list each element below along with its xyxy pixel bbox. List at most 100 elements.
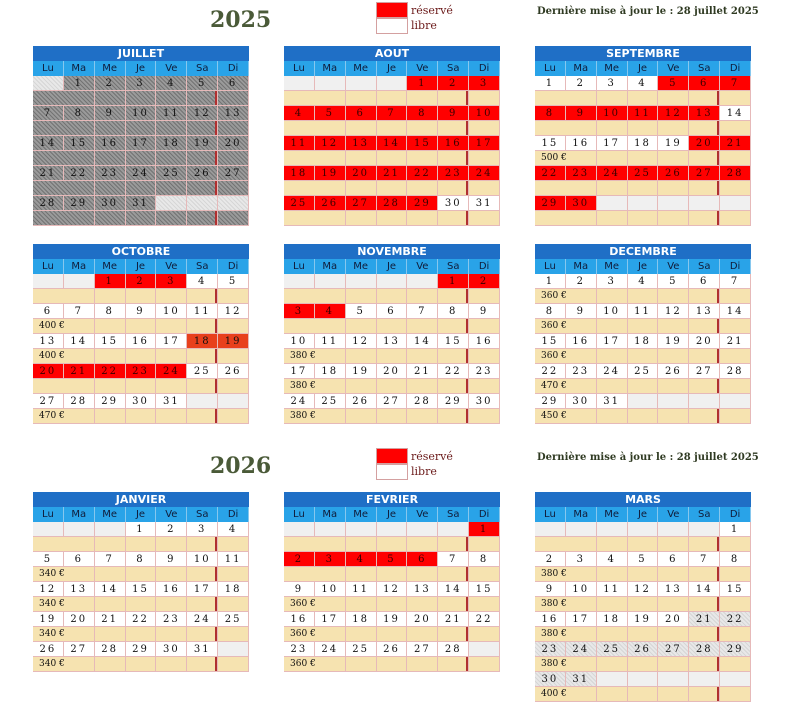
day-cell[interactable]: 21 bbox=[33, 166, 64, 181]
day-cell[interactable]: 13 bbox=[33, 334, 64, 349]
day-cell[interactable]: 23 bbox=[565, 166, 597, 181]
day-cell[interactable]: 21 bbox=[720, 334, 751, 349]
day-cell[interactable]: 28 bbox=[720, 166, 751, 181]
day-cell[interactable]: 14 bbox=[63, 334, 95, 349]
day-cell[interactable]: 18 bbox=[596, 612, 628, 627]
day-cell[interactable]: 11 bbox=[627, 106, 659, 121]
day-cell[interactable]: 1 bbox=[63, 76, 95, 91]
day-cell[interactable]: 24 bbox=[314, 642, 346, 657]
day-cell[interactable]: 3 bbox=[125, 76, 157, 91]
day-cell[interactable]: 20 bbox=[689, 334, 721, 349]
day-cell[interactable]: 23 bbox=[438, 166, 470, 181]
day-cell[interactable]: 28 bbox=[407, 394, 439, 409]
day-cell[interactable]: 3 bbox=[565, 552, 597, 567]
day-cell[interactable]: 17 bbox=[565, 612, 597, 627]
day-cell[interactable]: 15 bbox=[720, 582, 751, 597]
day-cell[interactable]: 9 bbox=[284, 582, 315, 597]
day-cell[interactable]: 5 bbox=[627, 552, 659, 567]
day-cell[interactable]: 29 bbox=[63, 196, 95, 211]
day-cell[interactable]: 4 bbox=[284, 106, 315, 121]
day-cell[interactable]: 28 bbox=[438, 642, 470, 657]
day-cell[interactable]: 11 bbox=[314, 334, 346, 349]
day-cell[interactable]: 24 bbox=[565, 642, 597, 657]
day-cell[interactable]: 21 bbox=[63, 364, 95, 379]
day-cell[interactable]: 30 bbox=[469, 394, 500, 409]
day-cell[interactable]: 14 bbox=[438, 582, 470, 597]
day-cell[interactable]: 16 bbox=[535, 612, 566, 627]
day-cell[interactable]: 14 bbox=[689, 582, 721, 597]
day-cell[interactable]: 15 bbox=[94, 334, 126, 349]
day-cell[interactable]: 10 bbox=[469, 106, 500, 121]
day-cell[interactable]: 26 bbox=[218, 364, 249, 379]
day-cell[interactable]: 27 bbox=[345, 196, 377, 211]
day-cell[interactable]: 5 bbox=[658, 76, 690, 91]
day-cell[interactable]: 2 bbox=[125, 274, 157, 289]
day-cell[interactable]: 21 bbox=[689, 612, 721, 627]
day-cell[interactable]: 13 bbox=[218, 106, 249, 121]
day-cell[interactable]: 8 bbox=[407, 106, 439, 121]
day-cell[interactable]: 4 bbox=[627, 76, 659, 91]
day-cell[interactable]: 19 bbox=[658, 136, 690, 151]
day-cell[interactable]: 10 bbox=[314, 582, 346, 597]
day-cell[interactable]: 24 bbox=[125, 166, 157, 181]
day-cell[interactable]: 4 bbox=[218, 522, 249, 537]
day-cell[interactable]: 7 bbox=[720, 76, 751, 91]
day-cell[interactable]: 2 bbox=[535, 552, 566, 567]
day-cell[interactable]: 15 bbox=[535, 334, 566, 349]
day-cell[interactable]: 23 bbox=[565, 364, 597, 379]
day-cell[interactable]: 6 bbox=[658, 552, 690, 567]
day-cell[interactable]: 9 bbox=[156, 552, 188, 567]
day-cell[interactable]: 6 bbox=[689, 274, 721, 289]
day-cell[interactable]: 25 bbox=[627, 166, 659, 181]
day-cell[interactable]: 21 bbox=[720, 136, 751, 151]
day-cell[interactable]: 3 bbox=[314, 552, 346, 567]
day-cell[interactable]: 12 bbox=[314, 136, 346, 151]
day-cell[interactable]: 14 bbox=[33, 136, 64, 151]
day-cell[interactable]: 22 bbox=[407, 166, 439, 181]
day-cell[interactable]: 13 bbox=[689, 304, 721, 319]
day-cell[interactable]: 16 bbox=[156, 582, 188, 597]
day-cell[interactable]: 20 bbox=[33, 364, 64, 379]
day-cell[interactable]: 22 bbox=[438, 364, 470, 379]
day-cell[interactable]: 7 bbox=[33, 106, 64, 121]
day-cell[interactable]: 31 bbox=[565, 672, 597, 687]
day-cell[interactable]: 19 bbox=[376, 612, 408, 627]
day-cell[interactable]: 26 bbox=[187, 166, 219, 181]
day-cell[interactable]: 25 bbox=[596, 642, 628, 657]
day-cell[interactable]: 12 bbox=[187, 106, 219, 121]
day-cell[interactable]: 26 bbox=[658, 166, 690, 181]
day-cell[interactable]: 16 bbox=[125, 334, 157, 349]
day-cell[interactable]: 2 bbox=[565, 76, 597, 91]
day-cell[interactable]: 20 bbox=[407, 612, 439, 627]
day-cell[interactable]: 26 bbox=[658, 364, 690, 379]
day-cell[interactable]: 10 bbox=[284, 334, 315, 349]
day-cell[interactable]: 14 bbox=[94, 582, 126, 597]
day-cell[interactable]: 23 bbox=[94, 166, 126, 181]
day-cell[interactable]: 17 bbox=[469, 136, 500, 151]
day-cell[interactable]: 28 bbox=[376, 196, 408, 211]
day-cell[interactable]: 18 bbox=[284, 166, 315, 181]
day-cell[interactable]: 13 bbox=[658, 582, 690, 597]
day-cell[interactable]: 20 bbox=[658, 612, 690, 627]
day-cell[interactable]: 6 bbox=[218, 76, 249, 91]
day-cell[interactable]: 31 bbox=[596, 394, 628, 409]
day-cell[interactable]: 15 bbox=[438, 334, 470, 349]
day-cell[interactable]: 29 bbox=[94, 394, 126, 409]
day-cell[interactable]: 6 bbox=[407, 552, 439, 567]
day-cell[interactable]: 7 bbox=[438, 552, 470, 567]
day-cell[interactable]: 28 bbox=[33, 196, 64, 211]
day-cell[interactable]: 30 bbox=[94, 196, 126, 211]
day-cell[interactable]: 10 bbox=[596, 304, 628, 319]
day-cell[interactable]: 6 bbox=[33, 304, 64, 319]
day-cell[interactable]: 6 bbox=[345, 106, 377, 121]
day-cell[interactable]: 14 bbox=[407, 334, 439, 349]
day-cell[interactable]: 19 bbox=[627, 612, 659, 627]
day-cell[interactable]: 2 bbox=[94, 76, 126, 91]
day-cell[interactable]: 28 bbox=[63, 394, 95, 409]
day-cell[interactable]: 3 bbox=[187, 522, 219, 537]
day-cell[interactable]: 2 bbox=[438, 76, 470, 91]
day-cell[interactable]: 2 bbox=[469, 274, 500, 289]
day-cell[interactable]: 29 bbox=[535, 394, 566, 409]
day-cell[interactable]: 17 bbox=[284, 364, 315, 379]
day-cell[interactable]: 17 bbox=[314, 612, 346, 627]
